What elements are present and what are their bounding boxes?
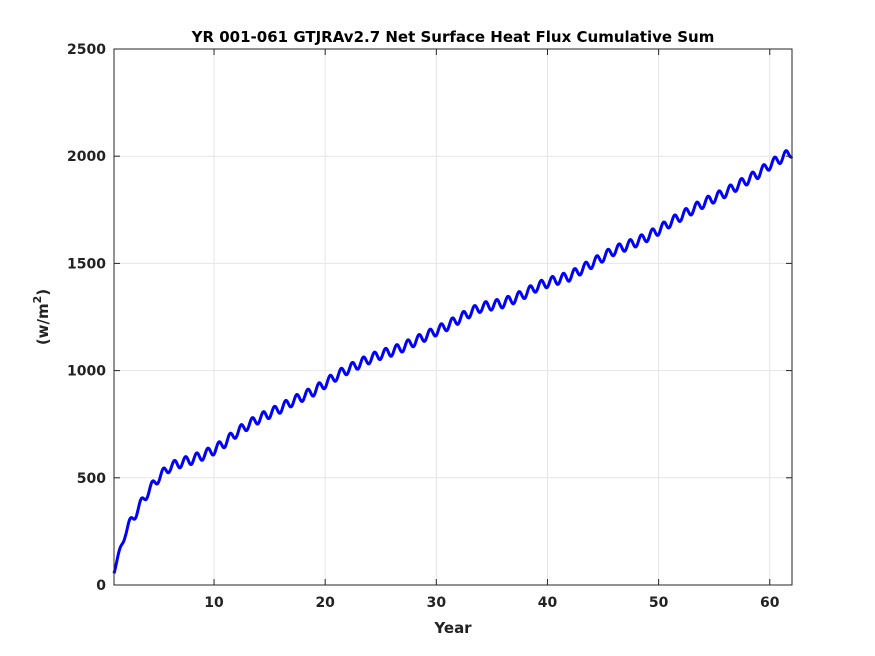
- y-tick-label: 1000: [67, 364, 106, 380]
- series-line: [112, 149, 794, 574]
- y-axis-label-close: ): [34, 289, 52, 296]
- y-axis-label-base: (w/m: [34, 303, 52, 345]
- x-tick-label: 60: [760, 595, 780, 611]
- x-tick-label: 30: [427, 595, 447, 611]
- x-axis-label: Year: [433, 619, 472, 637]
- x-tick-label: 10: [204, 595, 224, 611]
- chart-title: YR 001-061 GTJRAv2.7 Net Surface Heat Fl…: [191, 28, 715, 46]
- y-tick-label: 1500: [67, 256, 106, 272]
- grid: [114, 48, 792, 586]
- y-tick-label: 2000: [67, 149, 106, 165]
- y-tick-label: 0: [96, 578, 106, 594]
- y-axis-label: (w/m2): [31, 289, 52, 345]
- x-tick-label: 40: [538, 595, 558, 611]
- y-axis-label-sup: 2: [31, 296, 44, 304]
- x-tick-label: 50: [649, 595, 669, 611]
- plot-frame: [113, 48, 793, 586]
- y-tick-label: 500: [77, 471, 106, 487]
- ticks: 10 20 30 40 50 60 0 500 1000 1500 2000 2500: [67, 42, 792, 611]
- y-tick-label: 2500: [67, 42, 106, 58]
- x-tick-label: 20: [315, 595, 335, 611]
